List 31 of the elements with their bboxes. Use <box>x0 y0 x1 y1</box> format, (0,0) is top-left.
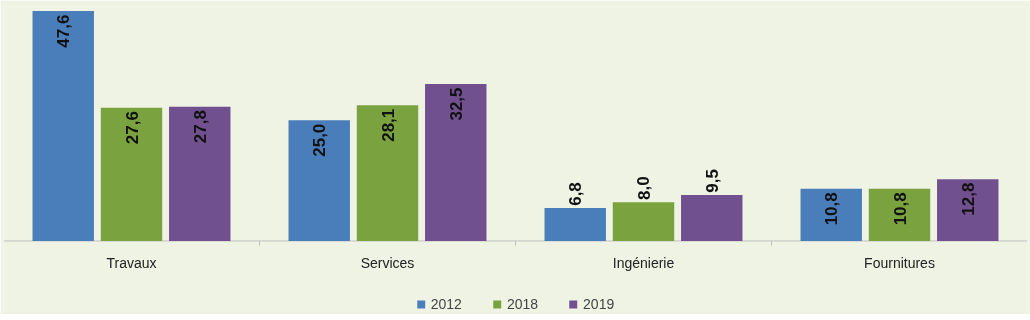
bar <box>868 188 931 241</box>
bar <box>544 208 606 241</box>
data-label: 27,8 <box>190 110 210 144</box>
data-label: 25,0 <box>310 123 330 157</box>
legend-label: 2012 <box>430 296 462 312</box>
x-tick-label: Ingénierie <box>612 254 675 271</box>
bar <box>425 84 487 241</box>
bar <box>800 188 862 241</box>
bar <box>937 179 999 241</box>
x-tick-label: Services <box>360 254 415 271</box>
data-label: 10,8 <box>890 192 910 226</box>
bar <box>100 107 163 241</box>
data-label: 28,1 <box>378 108 398 142</box>
data-label: 8,0 <box>634 176 654 201</box>
legend-label: 2019 <box>583 296 615 312</box>
x-tick-label: Travaux <box>106 254 157 271</box>
x-tick-label: Fournitures <box>864 254 935 271</box>
bar <box>612 202 675 241</box>
data-label: 9,5 <box>702 169 722 193</box>
bar <box>288 120 350 241</box>
data-label: 12,8 <box>958 182 978 216</box>
data-label: 47,6 <box>54 14 74 48</box>
bar <box>169 106 231 241</box>
data-label: 27,6 <box>122 111 142 145</box>
data-label: 32,5 <box>446 87 466 121</box>
legend-label: 2018 <box>506 296 539 312</box>
bar <box>356 105 419 241</box>
data-label: 6,8 <box>566 182 586 206</box>
bar <box>32 11 94 241</box>
data-label: 10,8 <box>822 192 842 226</box>
bar <box>681 195 743 241</box>
